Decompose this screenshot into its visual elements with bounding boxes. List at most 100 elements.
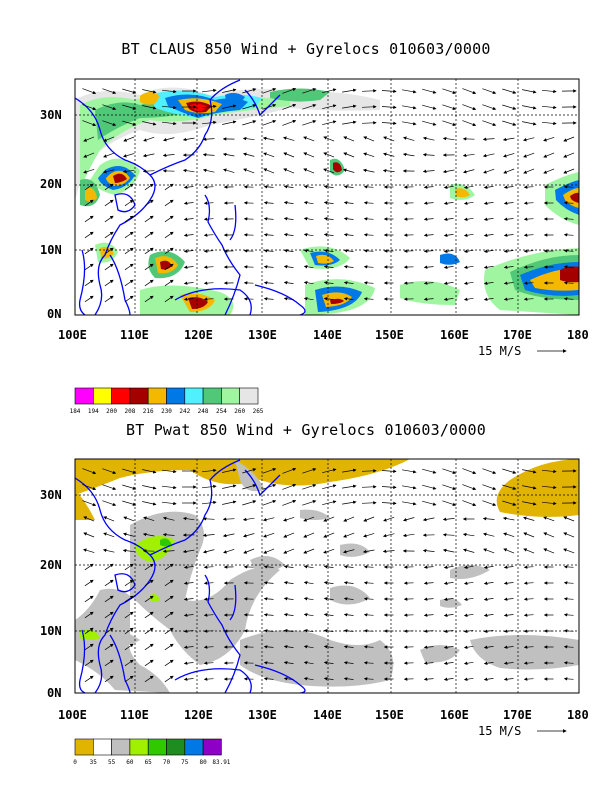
wind-vector	[283, 281, 294, 285]
wind-vector	[303, 152, 315, 158]
wind-vector	[104, 263, 114, 271]
wind-vector	[124, 295, 134, 303]
wind-vector	[82, 88, 97, 95]
wind-vector	[143, 136, 155, 142]
wind-vector	[84, 295, 94, 303]
wind-vector	[323, 581, 334, 585]
wind-vector	[503, 677, 514, 681]
wind-vector	[363, 677, 374, 681]
panel2-ylabel-30n: 30N	[40, 488, 62, 502]
wind-vector	[84, 263, 94, 271]
panel1-ylabel-0n: 0N	[47, 307, 62, 321]
wind-vector	[303, 548, 315, 554]
wind-vector	[442, 533, 455, 537]
wind-vector	[143, 516, 155, 522]
wind-vector	[142, 153, 155, 158]
wind-vector	[443, 613, 454, 617]
wind-vector	[222, 533, 235, 538]
wind-vector	[124, 579, 134, 587]
wind-vector	[563, 136, 575, 142]
wind-vector	[362, 549, 375, 554]
wind-vector	[423, 661, 434, 665]
wind-vector	[164, 579, 174, 587]
wind-vector	[343, 152, 355, 158]
colorbar-label: 75	[181, 759, 189, 766]
wind-vector	[183, 613, 194, 617]
wind-vector	[283, 265, 294, 269]
wind-vector	[302, 104, 317, 110]
wind-vector	[124, 279, 134, 287]
wind-vector	[503, 233, 514, 237]
wind-vector	[302, 468, 317, 474]
wind-vector	[122, 104, 137, 110]
wind-vector	[164, 247, 174, 255]
wind-vector	[243, 548, 255, 554]
wind-vector	[202, 137, 215, 141]
wind-vector	[83, 532, 95, 538]
colorbar-swatch	[184, 387, 204, 405]
colorbar-swatch	[74, 738, 94, 756]
wind-vector	[283, 201, 294, 205]
colorbar-label: 83.91	[212, 759, 231, 766]
wind-vector	[503, 249, 514, 253]
colorbar-label: 254	[215, 408, 227, 415]
wind-vector	[283, 217, 294, 221]
wind-vector	[563, 581, 574, 585]
wind-vector	[201, 120, 217, 125]
wind-vector	[463, 185, 474, 189]
colorbar-label: 194	[87, 408, 99, 415]
wind-vector	[282, 467, 297, 474]
wind-vector	[543, 532, 555, 538]
wind-vector	[503, 548, 515, 554]
wind-vector	[222, 517, 235, 521]
wind-vector	[383, 152, 395, 157]
wind-vector	[263, 532, 275, 538]
wind-vector	[102, 484, 117, 491]
wind-vector	[303, 168, 315, 174]
wind-vector	[303, 613, 314, 617]
wind-vector	[462, 104, 477, 111]
wind-vector	[243, 168, 255, 174]
wind-vector	[144, 295, 154, 303]
wind-vector	[443, 661, 454, 665]
wind-vector	[242, 104, 257, 110]
wind-vector	[402, 501, 417, 506]
wind-vector	[161, 105, 177, 110]
x-tick-label: 180	[567, 328, 589, 342]
wind-vector	[183, 185, 194, 189]
wind-vector	[283, 597, 294, 601]
panel1-frame	[74, 78, 580, 316]
colorbar-label: 60	[126, 759, 134, 766]
wind-vector	[124, 659, 134, 667]
wind-vector	[124, 595, 134, 603]
x-tick-label: 150E	[375, 328, 404, 342]
wind-vector	[483, 677, 494, 681]
wind-vector	[463, 249, 474, 253]
wind-vector	[482, 517, 495, 521]
wind-vector	[503, 661, 514, 665]
wind-vector	[122, 548, 135, 553]
wind-vector	[144, 643, 154, 651]
wind-vector	[523, 168, 535, 174]
wind-vector	[222, 120, 237, 125]
panel2-ylabel-20n: 20N	[40, 558, 62, 572]
wind-vector	[343, 516, 355, 522]
wind-vector	[423, 297, 434, 301]
wind-vector	[563, 217, 574, 221]
wind-vector	[124, 247, 134, 255]
wind-vector	[263, 281, 274, 285]
wind-vector	[164, 263, 174, 271]
wind-vector	[423, 565, 434, 569]
wind-vector	[423, 281, 434, 285]
wind-vector	[322, 468, 337, 474]
colorbar-swatch	[147, 387, 167, 405]
wind-vector	[123, 516, 135, 522]
wind-vector	[342, 104, 357, 109]
wind-vector	[263, 581, 274, 585]
wind-vector	[463, 565, 474, 569]
wind-vector	[482, 153, 495, 158]
wind-vector	[343, 532, 355, 538]
wind-vector	[124, 263, 134, 271]
wind-vector	[142, 532, 155, 537]
colorbar-swatch	[93, 387, 112, 405]
